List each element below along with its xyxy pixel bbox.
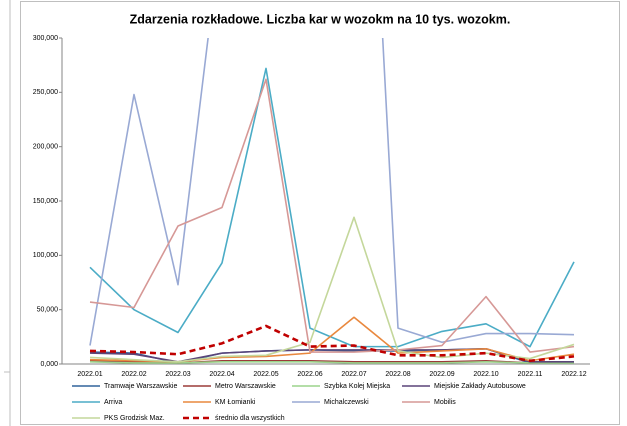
x-tick-label: 2022.08	[385, 371, 410, 378]
series-line	[89, 67, 575, 348]
y-tick-label: 200,000	[33, 144, 58, 151]
legend-label: Michalczewski	[324, 399, 369, 406]
chart-frame	[20, 1, 620, 425]
legend-label: Tramwaje Warszawskie	[104, 383, 177, 390]
chart-title: Zdarzenia rozkładowe. Liczba kar w wozok…	[130, 12, 511, 26]
x-tick-label: 2022.11	[518, 371, 543, 378]
y-tick-label: 100,000	[33, 252, 58, 259]
legend-label: Miejskie Zakłady Autobusowe	[434, 383, 526, 390]
legend-label: Arriva	[104, 399, 122, 406]
x-tick-label: 2022.12	[561, 371, 586, 378]
legend-label: Metro Warszawskie	[215, 383, 276, 390]
x-tick-label: 2022.01	[77, 371, 102, 378]
y-tick-label: 150,000	[33, 198, 58, 205]
legend-label: średnio dla wszystkich	[215, 415, 285, 422]
series-line	[89, 324, 575, 363]
x-tick-label: 2022.09	[429, 371, 454, 378]
legend-label: KM Łomianki	[215, 399, 256, 406]
legend-label: PKS Grodzisk Maz.	[104, 415, 165, 422]
y-tick-label: 50,000	[37, 307, 59, 314]
series-line	[89, 78, 575, 353]
y-tick-label: 300,000	[33, 35, 58, 42]
x-tick-label: 2022.10	[473, 371, 498, 378]
x-tick-label: 2022.03	[165, 371, 190, 378]
y-tick-label: 250,000	[33, 89, 58, 96]
x-tick-label: 2022.05	[253, 371, 278, 378]
series-line	[89, 38, 575, 346]
y-tick-label: 0,000	[40, 361, 58, 368]
series-line	[89, 361, 574, 364]
legend-label: Mobilis	[434, 399, 456, 406]
x-tick-label: 2022.04	[209, 371, 234, 378]
x-tick-label: 2022.06	[297, 371, 322, 378]
legend-label: Szybka Kolej Miejska	[324, 383, 390, 390]
x-tick-label: 2022.02	[121, 371, 146, 378]
plot-lines	[89, 38, 575, 364]
x-tick-label: 2022.07	[341, 371, 366, 378]
